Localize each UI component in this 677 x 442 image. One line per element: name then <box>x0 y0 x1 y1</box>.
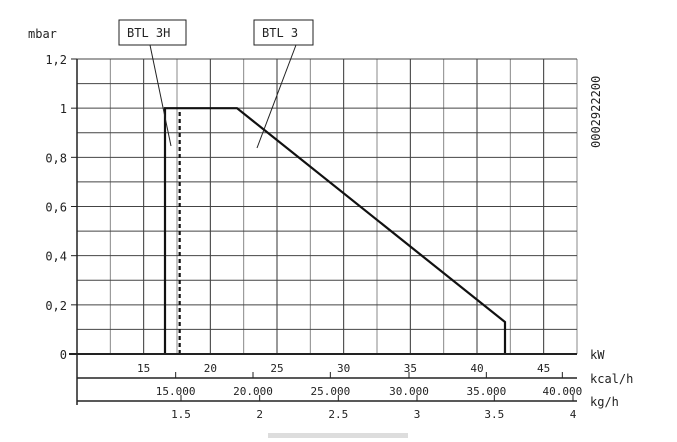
document-code: 0002922200 <box>589 76 603 148</box>
y-tick-label: 0,4 <box>45 250 67 264</box>
legend-btl3h: BTL 3H <box>118 19 187 147</box>
kw-tick-label: 30 <box>337 362 350 375</box>
y-tick-label: 0,6 <box>45 201 67 215</box>
kcal-tick-label: 15.000 <box>156 385 196 398</box>
kw-tick-label: 35 <box>404 362 417 375</box>
kg-tick-label: 3 <box>414 408 421 421</box>
y-tick-label: 0 <box>60 348 67 362</box>
kw-tick-label: 45 <box>537 362 550 375</box>
y-unit-label: mbar <box>28 27 57 41</box>
label-box-btl3h <box>118 19 187 46</box>
x-unit-kg: kg/h <box>590 395 619 409</box>
series-line-btl3 <box>163 107 507 354</box>
x-unit-kw: kW <box>590 348 605 362</box>
kw-tick-label: 20 <box>204 362 217 375</box>
grid <box>76 58 578 355</box>
label-btl3: BTL 3 <box>262 26 298 40</box>
kcal-tick-label: 30.000 <box>389 385 429 398</box>
axes: 0 0,2 0,4 0,6 0,8 1 1,2 15 20 25 30 35 40 45 15.000 20.… <box>45 53 633 421</box>
series-layer <box>163 107 507 354</box>
kw-tick-label: 15 <box>137 362 150 375</box>
x-unit-kcal: kcal/h <box>590 372 633 386</box>
bottom-smudge <box>268 433 408 438</box>
legend-btl3: BTL 3 <box>253 19 314 149</box>
y-tick-label: 1 <box>60 102 67 116</box>
kcal-tick-label: 40.000 <box>542 385 582 398</box>
kg-tick-label: 2.5 <box>328 408 348 421</box>
kcal-tick-label: 25.000 <box>310 385 350 398</box>
kg-tick-label: 4 <box>570 408 577 421</box>
kw-tick-label: 25 <box>270 362 283 375</box>
kcal-tick-label: 20.000 <box>233 385 273 398</box>
kg-tick-label: 2 <box>256 408 263 421</box>
leader-btl3h <box>149 44 172 147</box>
y-tick-label: 0,8 <box>45 151 67 165</box>
kg-tick-label: 1.5 <box>171 408 191 421</box>
y-tick-label: 1,2 <box>45 53 67 67</box>
kw-tick-label: 40 <box>470 362 483 375</box>
y-tick-label: 0,2 <box>45 299 67 313</box>
kcal-tick-label: 35.000 <box>466 385 506 398</box>
label-box-btl3 <box>253 19 314 46</box>
leader-btl3 <box>256 44 297 149</box>
label-btl3h: BTL 3H <box>127 26 170 40</box>
kg-tick-label: 3.5 <box>484 408 504 421</box>
